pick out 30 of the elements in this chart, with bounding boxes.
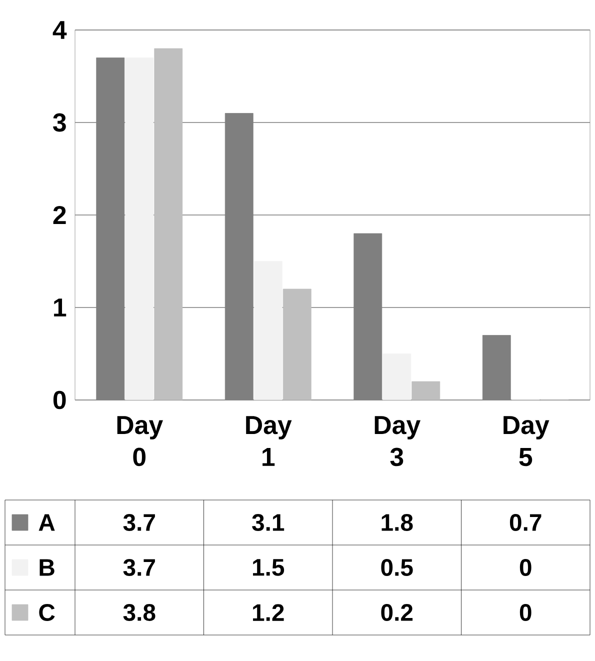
y-tick-label: 2 bbox=[53, 206, 66, 224]
data-label: 3.8 bbox=[123, 604, 156, 621]
data-label: 1.8 bbox=[382, 514, 413, 531]
x-tick-label: Day 1 bbox=[246, 416, 292, 466]
data-label: 0 bbox=[520, 559, 532, 576]
bar bbox=[382, 354, 412, 400]
y-tick-label: 4 bbox=[52, 21, 67, 39]
data-label: 1.2 bbox=[253, 604, 284, 621]
y-tick-label: 3 bbox=[53, 113, 66, 132]
x-tick-label: Day 3 bbox=[374, 416, 420, 466]
legend-label: B bbox=[40, 559, 54, 576]
legend-label: C bbox=[39, 604, 55, 621]
data-label: 0.5 bbox=[381, 559, 413, 576]
data-label: 0.2 bbox=[381, 604, 413, 621]
data-label: 3.7 bbox=[123, 514, 155, 531]
bar bbox=[412, 381, 440, 400]
bar bbox=[125, 58, 154, 400]
bar bbox=[282, 288, 312, 400]
y-tick-label: 0 bbox=[53, 390, 66, 410]
y-tick-label: 1 bbox=[54, 298, 66, 316]
bar bbox=[254, 261, 282, 400]
data-label: 3.1 bbox=[252, 514, 284, 531]
x-tick-label: Day 0 bbox=[117, 416, 163, 466]
x-tick-label: Day 5 bbox=[504, 416, 550, 466]
legend-label: A bbox=[38, 514, 55, 531]
data-label: 3.7 bbox=[123, 559, 155, 576]
data-label: 0 bbox=[520, 604, 532, 621]
bar bbox=[154, 48, 183, 400]
data-label: 0.7 bbox=[510, 514, 542, 531]
data-label: 1.5 bbox=[253, 559, 284, 576]
